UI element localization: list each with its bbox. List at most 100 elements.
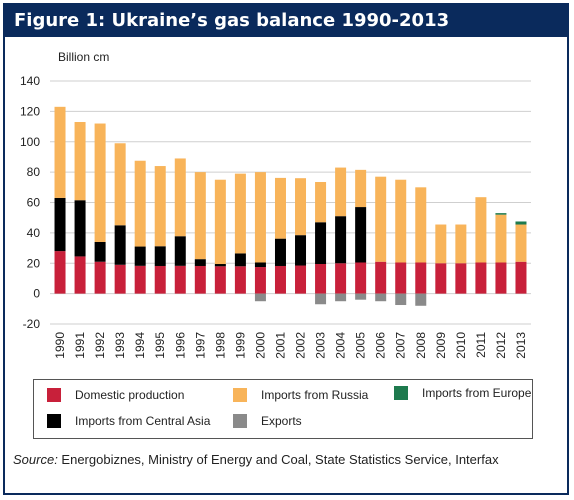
- bar-exports-2006: [375, 293, 387, 302]
- bar-imports-from-central-asia-2000: [254, 262, 266, 268]
- x-tick-label: 1992: [93, 332, 107, 359]
- legend: Domestic production Imports from Central…: [33, 379, 533, 439]
- bar-imports-from-russia-1999: [234, 173, 246, 254]
- bar-domestic-production-2005: [355, 262, 367, 294]
- x-tick-label: 2012: [494, 332, 508, 359]
- x-tick-label: 2013: [514, 332, 528, 359]
- bar-imports-from-central-asia-2003: [315, 222, 327, 265]
- bar-imports-from-central-asia-1997: [194, 259, 206, 266]
- legend-label: Domestic production: [75, 388, 185, 402]
- y-tick-label: 0: [33, 287, 40, 301]
- bar-domestic-production-1997: [194, 265, 206, 294]
- x-tick-label: 2003: [314, 332, 328, 359]
- x-tick-label: 2001: [273, 332, 287, 359]
- bars: [54, 106, 527, 306]
- y-tick-label: 80: [27, 165, 41, 179]
- source-note: Source: Energobiznes, Ministry of Energy…: [13, 452, 499, 467]
- legend-label: Imports from Russia: [261, 388, 369, 402]
- y-axis-ticks: -20 0 20 40 60 80 100 120 140: [20, 74, 40, 331]
- bar-imports-from-russia-2004: [335, 167, 347, 217]
- x-tick-label: 2000: [253, 332, 267, 359]
- x-tick-label: 1995: [153, 332, 167, 359]
- bar-domestic-production-2007: [395, 262, 407, 294]
- legend-swatch: [47, 388, 61, 402]
- bar-domestic-production-1994: [134, 265, 146, 294]
- bar-imports-from-russia-2003: [315, 181, 327, 223]
- y-tick-label: 140: [20, 74, 40, 88]
- bar-imports-from-central-asia-1999: [234, 253, 246, 267]
- bar-imports-from-central-asia-1991: [74, 200, 86, 257]
- bar-domestic-production-2000: [254, 267, 266, 294]
- bar-imports-from-central-asia-1993: [114, 225, 126, 265]
- bar-domestic-production-2003: [315, 264, 327, 294]
- legend-swatch: [233, 414, 247, 428]
- bar-imports-from-russia-2006: [375, 176, 387, 262]
- bar-imports-from-russia-1993: [114, 143, 126, 226]
- x-tick-label: 1990: [53, 332, 67, 359]
- bar-domestic-production-2009: [435, 263, 447, 294]
- legend-swatch: [233, 388, 247, 402]
- bar-domestic-production-1992: [94, 261, 106, 294]
- x-tick-label: 2008: [414, 332, 428, 359]
- bar-exports-2007: [395, 293, 407, 306]
- legend-label: Exports: [261, 414, 302, 428]
- x-tick-label: 2011: [474, 332, 488, 358]
- bar-imports-from-russia-2011: [475, 197, 487, 263]
- bar-domestic-production-1996: [174, 265, 186, 294]
- bar-imports-from-europe-2012: [495, 213, 507, 215]
- x-tick-label: 2002: [294, 332, 308, 359]
- x-tick-label: 2006: [374, 332, 388, 359]
- bar-domestic-production-2004: [335, 263, 347, 294]
- legend-item-exports: Exports: [233, 414, 302, 428]
- bar-imports-from-russia-2010: [455, 224, 467, 264]
- x-tick-label: 1998: [213, 332, 227, 359]
- x-tick-label: 1999: [233, 332, 247, 359]
- bar-imports-from-russia-2012: [495, 214, 507, 263]
- legend-swatch: [394, 386, 408, 400]
- bar-imports-from-central-asia-1996: [174, 236, 186, 266]
- legend-item-domestic-production: Domestic production: [47, 388, 184, 402]
- bar-imports-from-central-asia-2001: [274, 238, 286, 266]
- bar-exports-2005: [355, 293, 367, 300]
- bar-exports-2000: [254, 293, 266, 302]
- x-tick-label: 2004: [334, 332, 348, 359]
- legend-label: Imports from Central Asia: [75, 414, 211, 428]
- bar-imports-from-russia-2005: [355, 169, 367, 208]
- bar-domestic-production-1998: [214, 266, 226, 294]
- x-tick-label: 2010: [454, 332, 468, 359]
- y-tick-label: 60: [27, 196, 41, 210]
- bar-imports-from-russia-2007: [395, 179, 407, 263]
- x-tick-label: 2005: [354, 332, 368, 359]
- figure-title: Figure 1: Ukraine’s gas balance 1990-201…: [5, 5, 567, 37]
- x-tick-label: 1996: [173, 332, 187, 359]
- y-tick-label: 40: [27, 226, 41, 240]
- source-label: Source:: [13, 452, 58, 467]
- bar-imports-from-russia-1995: [154, 166, 166, 247]
- source-text: Energobiznes, Ministry of Energy and Coa…: [57, 452, 499, 467]
- y-tick-label: 20: [27, 256, 41, 270]
- legend-swatch: [47, 414, 61, 428]
- x-tick-label: 2007: [394, 332, 408, 359]
- bar-domestic-production-1991: [74, 256, 86, 294]
- legend-item-imports-europe: Imports from Europe: [394, 386, 531, 400]
- bar-domestic-production-2008: [415, 262, 427, 294]
- bar-imports-from-russia-2013: [515, 224, 527, 262]
- bar-imports-from-russia-1996: [174, 158, 186, 237]
- bar-domestic-production-2013: [515, 261, 527, 294]
- x-tick-label: 1991: [73, 332, 87, 359]
- bar-imports-from-russia-1994: [134, 160, 146, 247]
- legend-item-imports-russia: Imports from Russia: [233, 388, 368, 402]
- bar-imports-from-russia-2009: [435, 224, 447, 264]
- bar-domestic-production-2001: [274, 265, 286, 294]
- bar-imports-from-central-asia-1990: [54, 197, 66, 252]
- x-axis-ticks: 1990 1991 1992 1993 1994 1995 1996 1997 1998 1999…: [53, 332, 528, 359]
- legend-label: Imports from Europe: [422, 386, 532, 400]
- bar-domestic-production-2010: [455, 263, 467, 294]
- bar-imports-from-russia-1997: [194, 172, 206, 260]
- bar-domestic-production-1990: [54, 251, 66, 294]
- bar-imports-from-russia-1992: [94, 123, 106, 242]
- bar-imports-from-russia-1991: [74, 122, 86, 201]
- y-tick-label: 100: [20, 135, 40, 149]
- bar-exports-2003: [315, 293, 327, 305]
